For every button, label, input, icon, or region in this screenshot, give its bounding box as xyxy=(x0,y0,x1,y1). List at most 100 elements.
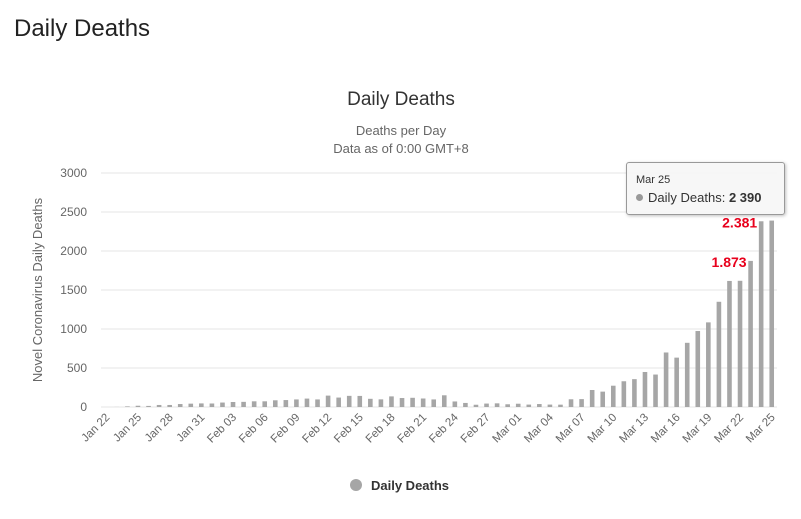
bar[interactable] xyxy=(473,404,479,407)
y-tick-label: 3000 xyxy=(60,166,87,180)
bar[interactable] xyxy=(769,220,775,407)
bar[interactable] xyxy=(653,374,658,407)
bar[interactable] xyxy=(663,352,669,407)
bar[interactable] xyxy=(737,280,743,407)
bar[interactable] xyxy=(748,260,753,407)
bar[interactable] xyxy=(336,397,341,407)
x-tick-label: Mar 13 xyxy=(617,412,651,446)
x-tick-label: Mar 16 xyxy=(649,412,683,446)
bar[interactable] xyxy=(632,379,637,407)
bar[interactable] xyxy=(304,398,310,407)
bar[interactable] xyxy=(135,405,141,407)
bar[interactable] xyxy=(177,404,183,407)
x-tick-label: Jan 31 xyxy=(175,412,208,445)
bar[interactable] xyxy=(674,357,679,407)
bar[interactable] xyxy=(167,404,172,407)
y-tick-label: 1000 xyxy=(60,322,87,336)
bar[interactable] xyxy=(505,404,510,407)
legend-marker-icon xyxy=(350,479,362,491)
bar[interactable] xyxy=(727,280,732,407)
bar[interactable] xyxy=(441,395,447,407)
bar[interactable] xyxy=(262,401,268,407)
legend-label[interactable]: Daily Deaths xyxy=(371,478,449,493)
x-tick-label: Feb 24 xyxy=(427,411,461,445)
bar[interactable] xyxy=(325,395,331,407)
bar[interactable] xyxy=(378,399,384,407)
bar[interactable] xyxy=(589,390,595,407)
tooltip-date: Mar 25 xyxy=(636,174,671,186)
x-tick-label: Mar 19 xyxy=(681,412,715,446)
x-tick-label: Jan 25 xyxy=(111,412,144,445)
bar[interactable] xyxy=(125,406,130,407)
bar-series[interactable] xyxy=(114,220,775,408)
x-tick-label: Mar 07 xyxy=(554,412,588,446)
y-tick-label: 2000 xyxy=(60,244,87,258)
bar[interactable] xyxy=(209,403,215,407)
bar[interactable] xyxy=(716,301,722,407)
bar[interactable] xyxy=(315,399,320,407)
bar[interactable] xyxy=(241,401,246,407)
bar[interactable] xyxy=(357,395,363,407)
bar[interactable] xyxy=(621,381,627,407)
bar[interactable] xyxy=(526,404,532,407)
bar[interactable] xyxy=(146,405,151,407)
tooltip: Mar 25 Daily Deaths: 2 390 xyxy=(626,162,785,215)
bar[interactable] xyxy=(272,400,278,407)
y-tick-label: 500 xyxy=(67,361,87,375)
bar[interactable] xyxy=(220,402,225,407)
bar[interactable] xyxy=(758,221,764,407)
x-tick-label: Jan 22 xyxy=(80,412,113,445)
x-tick-label: Jan 28 xyxy=(143,412,176,445)
x-tick-label: Mar 10 xyxy=(586,412,620,446)
bar[interactable] xyxy=(706,322,711,407)
legend[interactable]: Daily Deaths xyxy=(350,478,449,493)
bar[interactable] xyxy=(399,398,405,407)
bar[interactable] xyxy=(251,401,257,407)
y-tick-label: 2500 xyxy=(60,205,87,219)
bar[interactable] xyxy=(568,399,574,407)
tooltip-marker-icon xyxy=(636,194,643,201)
bar[interactable] xyxy=(600,391,606,407)
bar[interactable] xyxy=(463,402,468,407)
bar[interactable] xyxy=(610,385,616,407)
bar[interactable] xyxy=(431,399,437,407)
bar[interactable] xyxy=(410,397,415,407)
bar[interactable] xyxy=(684,342,690,407)
bar[interactable] xyxy=(283,400,289,407)
x-tick-label: Feb 27 xyxy=(459,412,493,446)
bar[interactable] xyxy=(452,401,458,407)
bar[interactable] xyxy=(389,396,394,407)
chart-title: Daily Deaths xyxy=(347,89,455,110)
x-tick-label: Feb 21 xyxy=(396,412,430,446)
x-tick-label: Feb 15 xyxy=(332,412,366,446)
bar[interactable] xyxy=(642,371,648,407)
bar[interactable] xyxy=(695,331,701,407)
bar[interactable] xyxy=(420,398,426,408)
bar[interactable] xyxy=(199,403,204,407)
data-annotation: 2.381 xyxy=(722,214,757,230)
bar[interactable] xyxy=(294,399,299,407)
bar[interactable] xyxy=(515,403,521,407)
x-tick-label: Mar 22 xyxy=(712,412,746,446)
tooltip-row: Daily Deaths: 2 390 xyxy=(636,190,761,205)
tooltip-series-name: Daily Deaths xyxy=(648,190,722,205)
bar[interactable] xyxy=(537,404,542,407)
bar[interactable] xyxy=(230,402,236,407)
bar[interactable] xyxy=(547,404,553,407)
x-tick-label: Mar 01 xyxy=(491,412,525,446)
bar[interactable] xyxy=(494,403,500,407)
bar[interactable] xyxy=(188,403,194,407)
bar[interactable] xyxy=(346,395,352,407)
chart-subtitle-line2: Data as of 0:00 GMT+8 xyxy=(333,141,468,156)
chart-subtitle-line1: Deaths per Day xyxy=(356,123,447,138)
tooltip-value: 2 390 xyxy=(728,190,762,205)
bar[interactable] xyxy=(579,399,584,407)
bar[interactable] xyxy=(558,404,563,407)
bar[interactable] xyxy=(156,404,162,407)
bar[interactable] xyxy=(484,403,489,407)
bar[interactable] xyxy=(368,398,373,407)
y-axis-title: Novel Coronavirus Daily Deaths xyxy=(30,197,45,382)
x-tick-label: Mar 04 xyxy=(522,411,556,445)
